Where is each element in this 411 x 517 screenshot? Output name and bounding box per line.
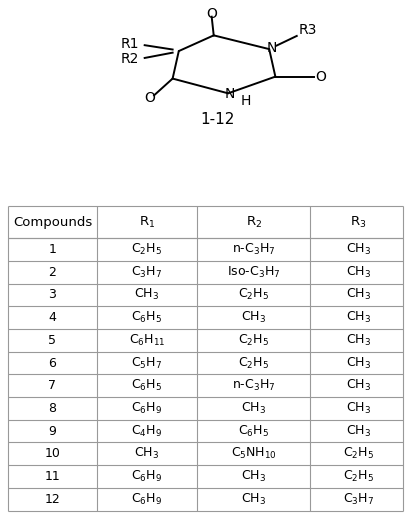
Text: 6: 6 [48,357,56,370]
Text: C$_3$H$_7$: C$_3$H$_7$ [343,492,374,507]
Text: 1: 1 [48,243,56,256]
Text: CH$_3$: CH$_3$ [134,287,159,302]
Text: 3: 3 [48,288,56,301]
Text: C$_2$H$_5$: C$_2$H$_5$ [132,242,162,257]
Text: R2: R2 [120,52,139,66]
Text: 10: 10 [44,447,60,460]
Text: CH$_3$: CH$_3$ [241,492,266,507]
Text: 9: 9 [48,424,56,437]
Text: n-C$_3$H$_7$: n-C$_3$H$_7$ [232,242,276,257]
Text: C$_6$H$_5$: C$_6$H$_5$ [132,310,162,325]
Text: R3: R3 [299,23,317,37]
Text: CH$_3$: CH$_3$ [346,242,371,257]
Text: C$_3$H$_7$: C$_3$H$_7$ [132,265,162,280]
Text: C$_4$H$_9$: C$_4$H$_9$ [132,423,162,438]
Text: C$_2$H$_5$: C$_2$H$_5$ [238,333,269,348]
Text: 11: 11 [44,470,60,483]
Text: CH$_3$: CH$_3$ [346,310,371,325]
Text: Compounds: Compounds [13,216,92,229]
Text: N: N [225,87,236,101]
Text: CH$_3$: CH$_3$ [346,265,371,280]
Text: CH$_3$: CH$_3$ [346,356,371,371]
Text: 12: 12 [44,493,60,506]
Text: CH$_3$: CH$_3$ [346,333,371,348]
Text: 7: 7 [48,379,56,392]
Text: C$_6$H$_{11}$: C$_6$H$_{11}$ [129,333,165,348]
Text: C$_5$H$_7$: C$_5$H$_7$ [132,356,162,371]
Text: Iso-C$_3$H$_7$: Iso-C$_3$H$_7$ [227,265,281,280]
Text: O: O [206,7,217,21]
Text: C$_5$NH$_{10}$: C$_5$NH$_{10}$ [231,446,277,461]
Text: CH$_3$: CH$_3$ [241,469,266,484]
Text: CH$_3$: CH$_3$ [346,423,371,438]
Text: C$_6$H$_5$: C$_6$H$_5$ [132,378,162,393]
Text: 8: 8 [48,402,56,415]
Text: CH$_3$: CH$_3$ [241,401,266,416]
Text: N: N [267,41,277,55]
Text: C$_6$H$_5$: C$_6$H$_5$ [238,423,269,438]
Text: R$_3$: R$_3$ [350,215,367,230]
Text: R$_2$: R$_2$ [246,215,262,230]
Text: CH$_3$: CH$_3$ [134,446,159,461]
Text: CH$_3$: CH$_3$ [241,310,266,325]
Text: C$_6$H$_9$: C$_6$H$_9$ [132,492,162,507]
Text: R$_1$: R$_1$ [139,215,155,230]
Text: CH$_3$: CH$_3$ [346,401,371,416]
Text: 2: 2 [48,266,56,279]
Text: H: H [240,94,251,108]
Text: C$_2$H$_5$: C$_2$H$_5$ [238,356,269,371]
Text: 1-12: 1-12 [201,112,235,127]
Text: CH$_3$: CH$_3$ [346,287,371,302]
Text: C$_2$H$_5$: C$_2$H$_5$ [343,446,374,461]
Text: 4: 4 [48,311,56,324]
Text: O: O [145,91,155,105]
Text: C$_6$H$_9$: C$_6$H$_9$ [132,469,162,484]
Text: C$_6$H$_9$: C$_6$H$_9$ [132,401,162,416]
Text: C$_2$H$_5$: C$_2$H$_5$ [343,469,374,484]
Text: n-C$_3$H$_7$: n-C$_3$H$_7$ [232,378,276,393]
Text: 5: 5 [48,334,56,347]
Text: R1: R1 [120,37,139,51]
Text: C$_2$H$_5$: C$_2$H$_5$ [238,287,269,302]
Text: CH$_3$: CH$_3$ [346,378,371,393]
Text: O: O [315,70,326,84]
